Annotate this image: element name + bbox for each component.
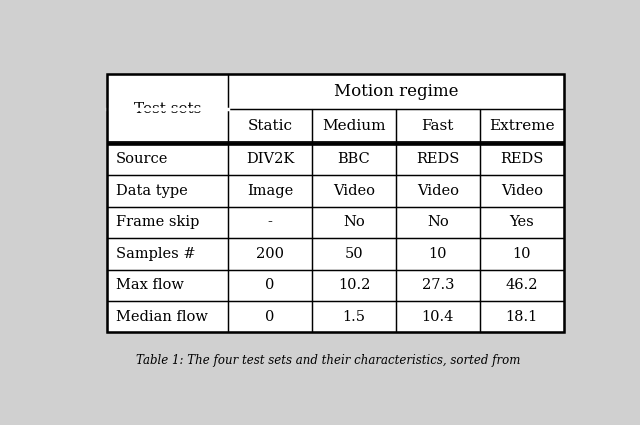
Text: Yes: Yes (509, 215, 534, 230)
Bar (108, 144, 228, 175)
Text: BBC: BBC (338, 153, 371, 167)
Text: Extreme: Extreme (489, 119, 554, 133)
Bar (108, 238, 228, 269)
Text: Table 1: The four test sets and their characteristics, sorted from: Table 1: The four test sets and their ch… (136, 354, 520, 367)
Bar (480, 175, 564, 207)
Text: -: - (268, 215, 273, 230)
Text: No: No (427, 215, 449, 230)
Bar (480, 207, 564, 238)
Bar (228, 74, 564, 109)
Text: REDS: REDS (500, 153, 543, 167)
Bar (228, 109, 312, 144)
Text: Medium: Medium (322, 119, 386, 133)
Bar (480, 238, 564, 269)
Text: Max flow: Max flow (116, 278, 184, 292)
Text: DIV2K: DIV2K (246, 153, 294, 167)
Text: Source: Source (116, 153, 168, 167)
Bar (108, 74, 564, 332)
Bar (312, 269, 396, 301)
Text: 0: 0 (266, 310, 275, 324)
Bar (108, 74, 228, 109)
Text: 10: 10 (429, 247, 447, 261)
Bar (108, 74, 564, 332)
Text: Test sets: Test sets (134, 102, 202, 116)
Bar (396, 175, 480, 207)
Text: Frame skip: Frame skip (116, 215, 200, 230)
Bar (228, 269, 312, 301)
Bar (396, 238, 480, 269)
Bar (228, 144, 312, 175)
Bar (396, 144, 480, 175)
Bar (396, 207, 480, 238)
Bar (312, 207, 396, 238)
Bar (312, 144, 396, 175)
Bar (312, 238, 396, 269)
Text: 10: 10 (513, 247, 531, 261)
Bar (480, 144, 564, 175)
Text: Samples #: Samples # (116, 247, 196, 261)
Text: 0: 0 (266, 278, 275, 292)
Bar (228, 301, 312, 332)
Text: Video: Video (417, 184, 459, 198)
Bar (312, 109, 396, 144)
Bar (480, 301, 564, 332)
Bar (108, 269, 228, 301)
Bar (312, 301, 396, 332)
Bar (228, 238, 312, 269)
Bar (396, 301, 480, 332)
Text: Static: Static (248, 119, 292, 133)
Text: Video: Video (500, 184, 543, 198)
Text: Fast: Fast (422, 119, 454, 133)
Bar (312, 175, 396, 207)
Text: REDS: REDS (416, 153, 460, 167)
Text: 46.2: 46.2 (506, 278, 538, 292)
Bar (480, 109, 564, 144)
Bar (396, 109, 480, 144)
Text: Motion regime: Motion regime (333, 83, 458, 100)
Bar (108, 207, 228, 238)
Text: Median flow: Median flow (116, 310, 208, 324)
Bar (396, 269, 480, 301)
Text: 27.3: 27.3 (422, 278, 454, 292)
Text: 10.2: 10.2 (338, 278, 370, 292)
Bar (228, 207, 312, 238)
Bar (108, 301, 228, 332)
Text: 200: 200 (256, 247, 284, 261)
Text: Data type: Data type (116, 184, 188, 198)
Text: Image: Image (247, 184, 293, 198)
Bar (108, 109, 228, 144)
Text: No: No (343, 215, 365, 230)
Text: 50: 50 (345, 247, 364, 261)
Bar (480, 269, 564, 301)
Text: 10.4: 10.4 (422, 310, 454, 324)
Text: 1.5: 1.5 (342, 310, 365, 324)
Text: Video: Video (333, 184, 375, 198)
Text: 18.1: 18.1 (506, 310, 538, 324)
Bar (228, 175, 312, 207)
Bar (108, 175, 228, 207)
